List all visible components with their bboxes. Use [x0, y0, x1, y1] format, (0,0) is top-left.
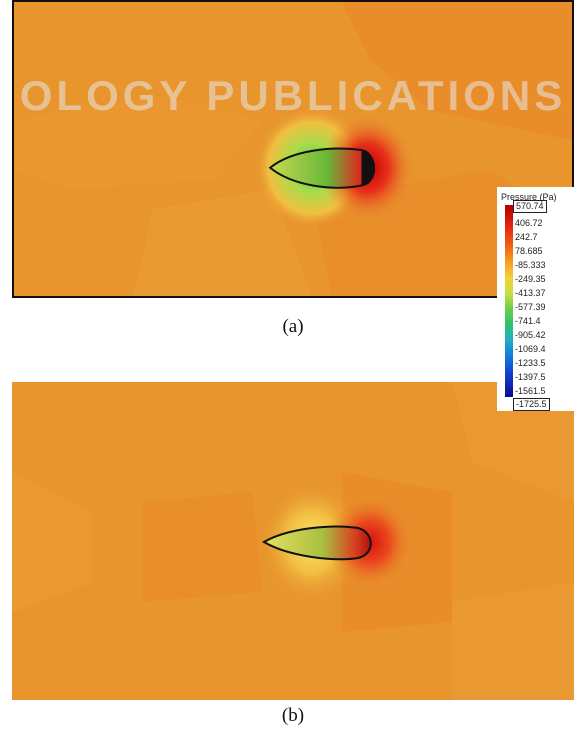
pressure-field-a — [14, 2, 572, 296]
legend-label-min: -1725.5 — [513, 398, 550, 411]
legend-label: -1397.5 — [515, 372, 546, 382]
legend-label: -413.37 — [515, 288, 546, 298]
caption-a: (a) — [282, 316, 304, 337]
legend-label-max: 570.74 — [513, 200, 547, 213]
legend-label: 242.7 — [515, 232, 538, 242]
legend-label: -577.39 — [515, 302, 546, 312]
contour-plot-a — [12, 0, 574, 298]
pressure-legend: Pressure (Pa) 570.74 406.72 242.7 78.685… — [497, 187, 586, 411]
caption-b: (b) — [281, 705, 305, 726]
propeller-a — [361, 149, 375, 186]
legend-title: Pressure (Pa) — [501, 192, 557, 202]
legend-label: -905.42 — [515, 330, 546, 340]
contour-plot-b — [12, 382, 574, 700]
legend-label: 78.685 — [515, 246, 543, 256]
pressure-field-b — [12, 382, 574, 700]
legend-color-bar — [505, 205, 513, 397]
legend-label: -741.4 — [515, 316, 541, 326]
legend-label: 406.72 — [515, 218, 543, 228]
hull-body-b — [262, 525, 372, 561]
legend-label: -1069.4 — [515, 344, 546, 354]
legend-label: -85.333 — [515, 260, 546, 270]
legend-label: -1233.5 — [515, 358, 546, 368]
legend-label: -249.35 — [515, 274, 546, 284]
legend-label: -1561.5 — [515, 386, 546, 396]
